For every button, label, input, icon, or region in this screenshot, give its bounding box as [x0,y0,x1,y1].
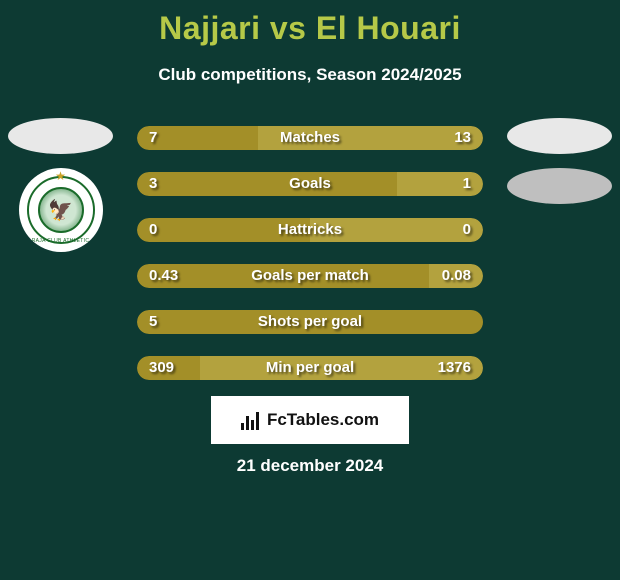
stat-row: 00Hattricks [137,218,483,242]
player-right-avatar-placeholder [507,118,612,154]
stat-row: 0.430.08Goals per match [137,264,483,288]
stat-label: Goals [137,172,483,196]
comparison-stats: 713Matches 31Goals 00Hattricks 0.430.08Goal… [137,126,483,402]
stat-label: Hattricks [137,218,483,242]
club-right-badge-placeholder [507,168,612,204]
stat-label: Matches [137,126,483,150]
page-subtitle: Club competitions, Season 2024/2025 [0,65,620,85]
branding-text: FcTables.com [267,410,379,430]
stat-row: 5Shots per goal [137,310,483,334]
player-left-avatar-placeholder [8,118,113,154]
eagle-icon: 🦅 [38,187,84,233]
player-right-badges [507,118,612,204]
fctables-icon [241,410,261,430]
club-left-name: RAJA CLUB ATHLETIC [29,238,93,244]
player-left-badges: ★ 🦅 RAJA CLUB ATHLETIC [8,118,113,252]
page-date: 21 december 2024 [0,456,620,476]
stat-row: 3091376Min per goal [137,356,483,380]
club-left-badge: ★ 🦅 RAJA CLUB ATHLETIC [19,168,103,252]
branding-badge: FcTables.com [211,396,409,444]
stat-label: Shots per goal [137,310,483,334]
stat-label: Min per goal [137,356,483,380]
page-title: Najjari vs El Houari [0,0,620,47]
stat-label: Goals per match [137,264,483,288]
stat-row: 713Matches [137,126,483,150]
stat-row: 31Goals [137,172,483,196]
star-icon: ★ [55,169,66,183]
